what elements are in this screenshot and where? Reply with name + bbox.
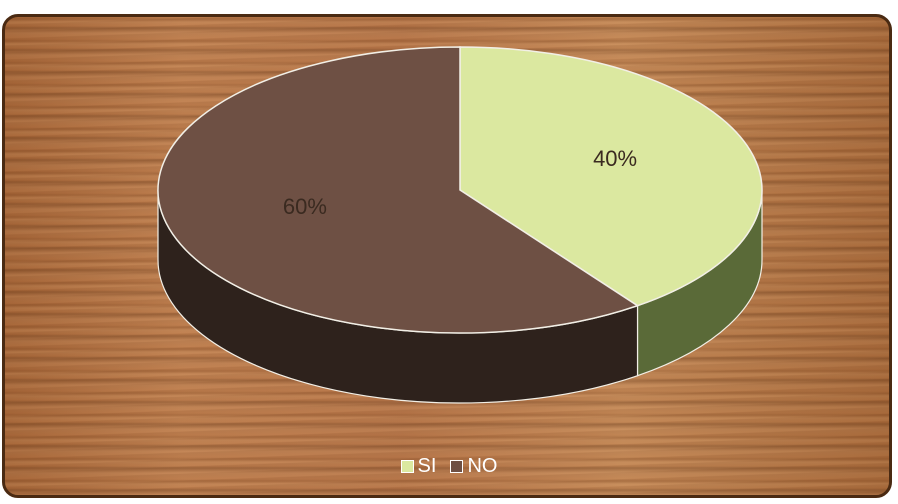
legend-item-si[interactable]: SI <box>400 454 437 478</box>
legend-item-no[interactable]: NO <box>450 455 497 478</box>
legend-swatch-no <box>450 459 464 473</box>
pie-slice-si[interactable] <box>459 46 763 307</box>
pie-tops <box>157 46 763 334</box>
pie-labels: 40% 60% <box>283 146 637 219</box>
pie-slice-no[interactable] <box>157 46 640 334</box>
legend-label-no: NO <box>467 454 498 477</box>
legend-label-si: SI <box>417 454 437 477</box>
legend-swatch-si <box>400 459 414 473</box>
data-label-si: 40% <box>593 146 637 171</box>
data-label-no: 60% <box>283 194 327 219</box>
legend: SI NO <box>0 452 898 480</box>
